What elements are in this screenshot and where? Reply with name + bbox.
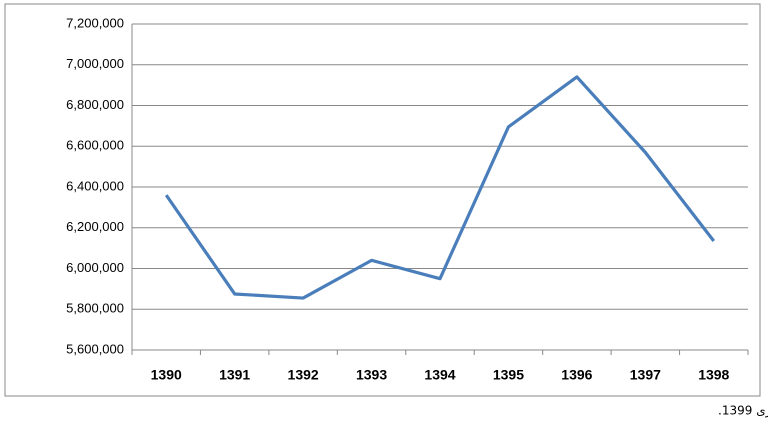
source-note: منبع: بانک مرکزی 1399. (718, 404, 768, 419)
y-tick-label: 7,200,000 (66, 15, 124, 30)
x-tick-label: 1396 (561, 367, 592, 383)
x-tick-label: 1390 (151, 367, 182, 383)
x-tick-label: 1392 (288, 367, 319, 383)
x-tick-label: 1398 (698, 367, 729, 383)
y-tick-label: 6,200,000 (66, 219, 124, 234)
y-tick-label: 7,000,000 (66, 56, 124, 71)
x-tick-label: 1395 (493, 367, 524, 383)
y-tick-label: 5,600,000 (66, 341, 124, 356)
x-tick-label: 1394 (424, 367, 455, 383)
y-tick-label: 6,400,000 (66, 178, 124, 193)
y-tick-label: 5,800,000 (66, 301, 124, 316)
y-tick-label: 6,000,000 (66, 260, 124, 275)
data-line (164, 75, 716, 300)
x-tick-label: 1393 (356, 367, 387, 383)
y-tick-label: 6,800,000 (66, 97, 124, 112)
y-tick-label: 6,600,000 (66, 138, 124, 153)
chart-frame (4, 3, 761, 397)
x-tick-label: 1397 (630, 367, 661, 383)
x-tick-label: 1391 (219, 367, 250, 383)
